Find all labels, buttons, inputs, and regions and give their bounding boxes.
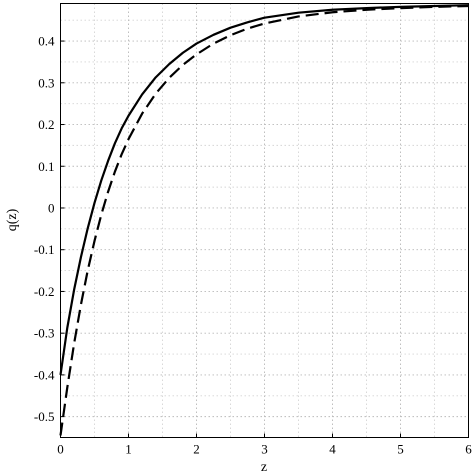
x-tick-label: 2: [193, 442, 200, 457]
y-axis-ticks: -0.5 -0.4 -0.3 -0.2 -0.1 0 0.1 0.2 0.3 0.4: [34, 34, 65, 424]
curves: [59, 4, 469, 436]
y-tick-label: 0.2: [38, 117, 54, 132]
x-tick-label: 1: [125, 442, 132, 457]
y-tick-label: 0.1: [38, 159, 54, 174]
x-tick-label: 5: [397, 442, 404, 457]
grid: [60, 3, 469, 438]
y-tick-label: -0.5: [34, 409, 55, 424]
y-axis-label: q(z): [5, 208, 20, 231]
x-tick-label: 0: [57, 442, 64, 457]
y-tick-label: 0.3: [38, 75, 54, 90]
y-tick-label: -0.1: [34, 242, 55, 257]
x-tick-label: 3: [261, 442, 268, 457]
dashed-curve: [59, 4, 469, 436]
x-axis-ticks: 0 1 2 3 4 5 6: [57, 433, 472, 457]
y-tick-label: -0.4: [34, 367, 55, 382]
x-tick-label: 6: [465, 442, 472, 457]
x-tick-label: 4: [329, 442, 336, 457]
y-tick-label: -0.3: [34, 326, 55, 341]
x-axis-label: z: [261, 460, 267, 474]
solid-curve: [59, 4, 469, 376]
y-tick-label: -0.2: [34, 284, 55, 299]
y-tick-label: 0: [48, 200, 55, 215]
y-tick-label: 0.4: [38, 34, 55, 49]
